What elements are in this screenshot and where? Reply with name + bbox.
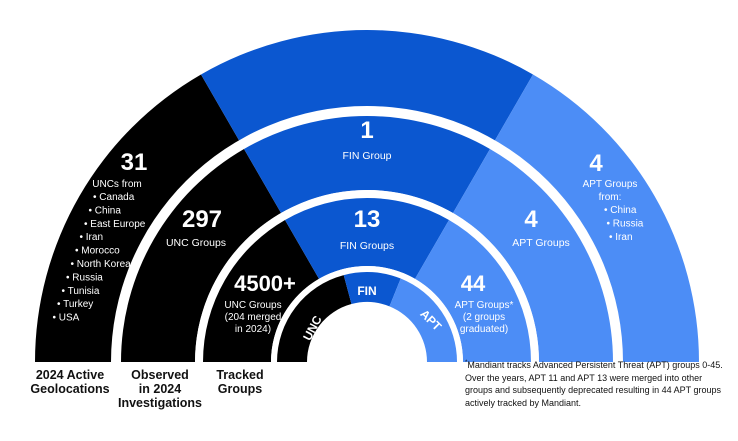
tracked-apt-arc xyxy=(415,219,531,362)
geo-fin-count: 1 xyxy=(360,117,373,144)
footnote-marker: * xyxy=(465,360,468,366)
label-investigations-line2: in 2024 xyxy=(138,382,182,396)
geo-unc-country-list: • Canada • China • East Europe • Iran • Moro… xyxy=(53,192,146,324)
inv-unc-text: UNC Groups xyxy=(166,237,226,249)
tracked-unc-arc xyxy=(203,219,319,362)
geo-apt-arc xyxy=(492,74,699,363)
geo-unc-country-2: • East Europe xyxy=(84,219,146,230)
tracked-unc-line2: (204 merged xyxy=(225,312,282,323)
label-investigations: Observed in 2024 Investigations xyxy=(110,368,210,410)
inv-unc-arc xyxy=(121,148,281,362)
tracked-apt-line3: graduated) xyxy=(460,324,508,335)
label-geolocations-line1: 2024 Active xyxy=(35,368,105,382)
tracked-fin-arc xyxy=(285,197,449,279)
label-geolocations-line2: Geolocations xyxy=(30,382,110,396)
footnote: *Mandiant tracks Advanced Persistent Thr… xyxy=(465,357,727,409)
geo-apt-country-0: • China xyxy=(604,205,637,216)
tracked-apt-line1: APT Groups* xyxy=(455,300,514,311)
tracked-apt-line2: (2 groups xyxy=(463,312,505,323)
geo-unc-country-0: • Canada xyxy=(93,192,135,203)
geo-unc-country-1: • China xyxy=(89,205,122,216)
geo-unc-country-5: • North Korea xyxy=(71,259,132,270)
label-tracked-line2: Groups xyxy=(217,382,263,396)
inv-unc-count: 297 xyxy=(182,206,222,233)
geo-unc-country-7: • Tunisia xyxy=(62,286,100,297)
tracked-unc-line1: UNC Groups xyxy=(224,300,281,311)
center-fin-label: FIN xyxy=(357,284,376,298)
geo-unc-country-6: • Russia xyxy=(66,272,103,283)
label-investigations-line3: Investigations xyxy=(117,396,203,410)
label-investigations-line1: Observed xyxy=(131,368,189,382)
geo-apt-country-2: • Iran xyxy=(609,232,633,243)
center-fin-arc xyxy=(343,272,401,307)
geo-apt-heading: APT Groups xyxy=(583,179,638,190)
footnote-text: Mandiant tracks Advanced Persistent Thre… xyxy=(465,360,723,408)
geo-apt-heading2: from: xyxy=(599,192,622,203)
label-tracked-line1: Tracked xyxy=(216,368,264,382)
geo-unc-country-9: • USA xyxy=(53,313,80,324)
inv-apt-arc xyxy=(453,148,613,362)
inv-fin-count: 13 xyxy=(354,206,381,233)
geo-apt-country-list: • China • Russia • Iran xyxy=(604,205,644,243)
geo-unc-country-8: • Turkey xyxy=(57,299,93,310)
inv-apt-count: 4 xyxy=(524,206,538,233)
label-geolocations: 2024 Active Geolocations xyxy=(20,368,120,396)
geo-unc-country-3: • Iran xyxy=(80,232,104,243)
geo-unc-arc xyxy=(35,74,242,363)
tracked-unc-count: 4500+ xyxy=(234,271,296,296)
geo-apt-count: 4 xyxy=(589,150,603,177)
geo-fin-arc xyxy=(201,29,533,146)
inv-apt-text: APT Groups xyxy=(512,237,570,249)
label-tracked: Tracked Groups xyxy=(200,368,280,396)
geo-fin-text: FIN Group xyxy=(342,150,391,162)
tracked-apt-count: 44 xyxy=(461,271,486,296)
inv-fin-arc xyxy=(244,115,490,214)
center-unc-arc xyxy=(277,275,352,362)
tracked-unc-line3: in 2024) xyxy=(235,324,271,335)
inv-fin-text: FIN Groups xyxy=(340,240,394,252)
geo-apt-country-1: • Russia xyxy=(607,218,644,229)
geo-unc-count: 31 xyxy=(121,149,148,176)
center-apt-arc xyxy=(389,278,457,362)
geo-unc-heading: UNCs from xyxy=(92,179,141,190)
geo-unc-country-4: • Morocco xyxy=(75,246,120,257)
